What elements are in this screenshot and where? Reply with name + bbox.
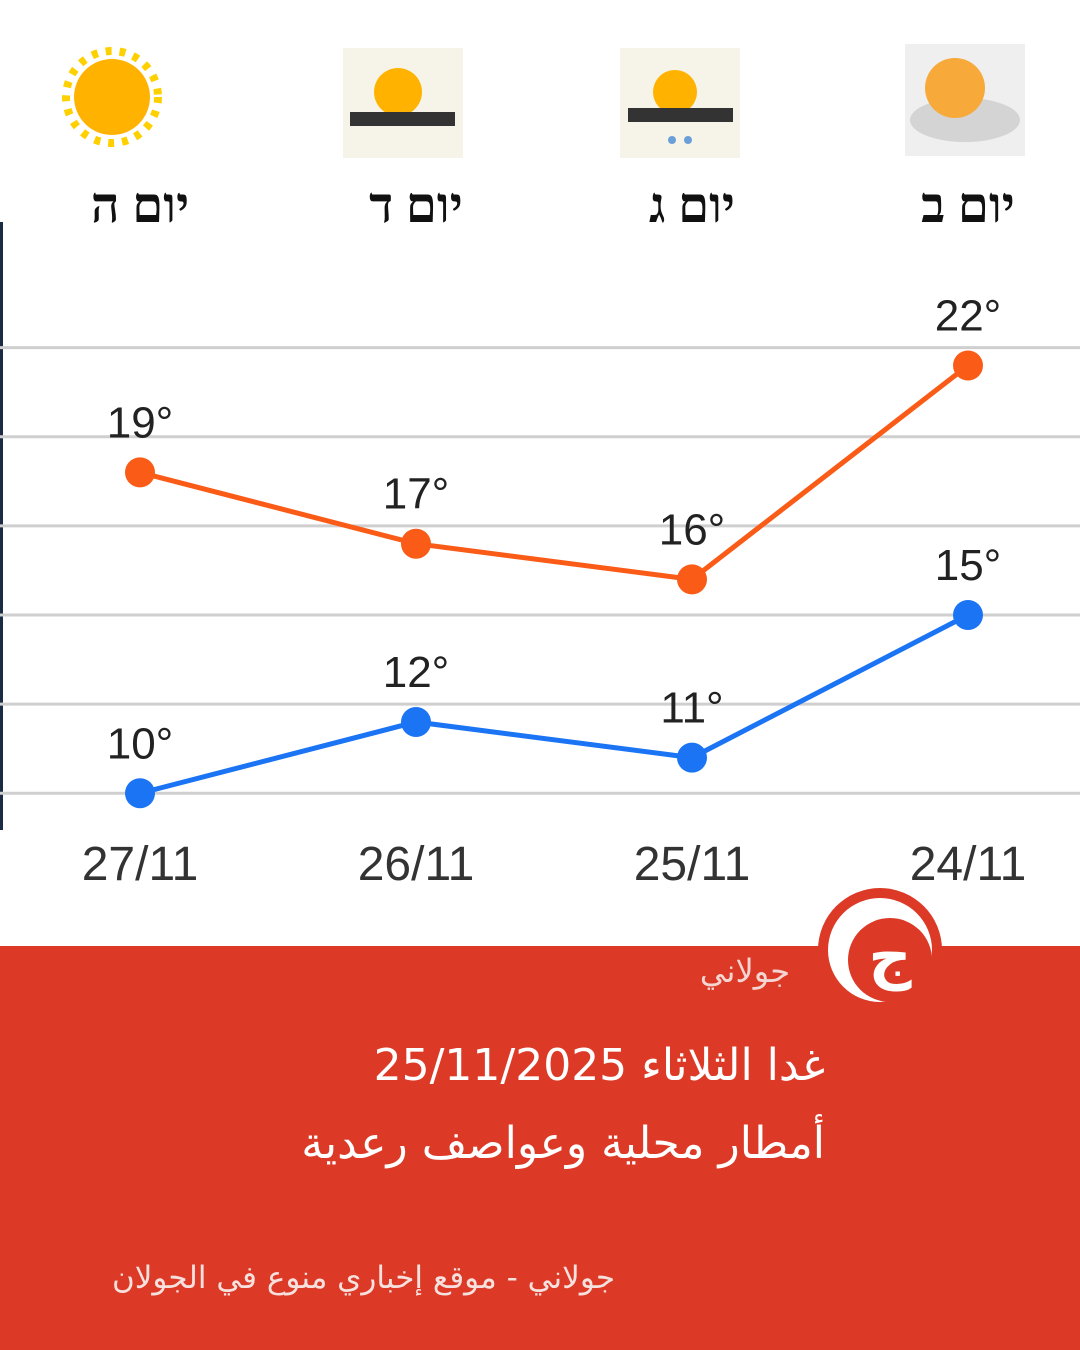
point [677,742,707,773]
day-label: יום ב [921,177,1015,233]
value-label: 19° [107,398,174,447]
value-label: 12° [383,648,450,697]
day-label: יום ג [649,177,735,233]
logo: ج [818,888,942,1012]
day-label: יום ה [91,177,189,233]
logo-letter: ج [848,918,932,1002]
weather-icon [905,44,1025,156]
weather-icon [343,48,463,158]
caption-panel [0,946,1080,1350]
x-tick-label: 26/11 [358,838,475,891]
weather-icon [62,47,162,147]
x-tick-label: 27/11 [82,838,199,891]
value-label: 10° [107,719,174,768]
value-label: 16° [659,505,726,554]
day-label: יום ד [369,177,463,233]
headline: غدا الثلاثاء 25/11/2025 [373,1040,825,1091]
series-line [139,363,970,582]
value-label: 22° [935,291,1002,340]
series-line [139,612,970,796]
point [953,350,983,381]
weather-icon [620,48,740,158]
point [125,778,155,809]
point [401,528,431,559]
brand: جولاني [699,952,790,990]
point [125,457,155,488]
point [953,600,983,631]
chart: יום ה 27/11 יום ד 26/11 יום ג 25/11 יום ב 24/11… [0,44,1080,891]
value-label: 15° [935,541,1002,590]
point [401,706,431,737]
x-tick-label: 25/11 [634,838,751,891]
value-label: 11° [660,684,723,733]
x-tick-label: 24/11 [910,838,1027,891]
footer: جولاني - موقع إخباري منوع في الجولان [111,1260,615,1296]
point [677,564,707,595]
headline: أمطار محلية وعواصف رعدية [301,1118,825,1169]
value-label: 17° [383,470,450,519]
